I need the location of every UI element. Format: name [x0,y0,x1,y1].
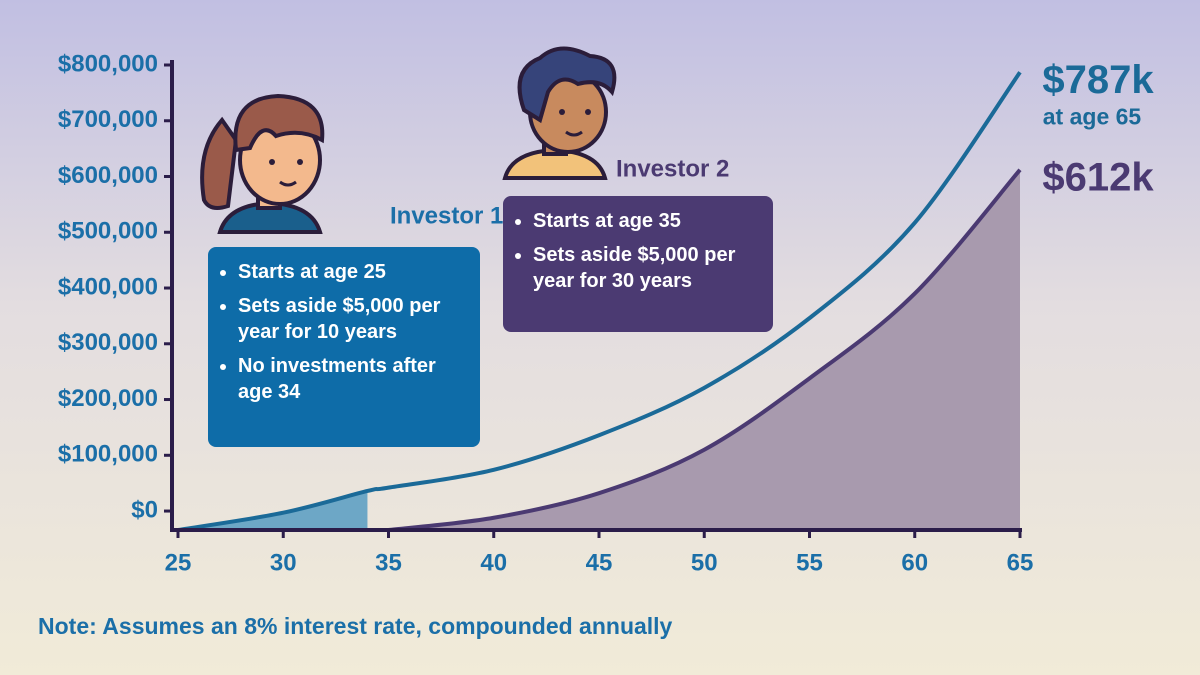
x-tick-label: 40 [480,549,507,576]
avatar-investor-2 [502,46,617,180]
end-note: at age 65 [1043,103,1142,129]
info-box: Starts at age 35 Sets aside $5,000 per ye… [503,196,773,332]
y-tick-label: $700,000 [58,106,158,133]
x-tick-label: 25 [165,549,192,576]
x-tick-label: 50 [691,549,718,576]
bullet: No investments after age 34 [238,353,466,405]
line [177,71,1022,532]
line [388,168,1022,532]
y-tick-label: $400,000 [58,273,158,300]
avatar-investor-1 [200,93,325,234]
y-tick-label: $600,000 [58,162,158,189]
bullet: Sets aside $5,000 per year for 30 years [533,242,759,294]
bullet-list: Starts at age 25 Sets aside $5,000 per ye… [222,259,466,405]
x-tick-label: 60 [901,549,928,576]
x-tick-label: 65 [1007,549,1034,576]
y-tick-label: $0 [131,496,158,523]
area [178,490,368,530]
value-label: $787k [1042,58,1154,102]
bullet: Sets aside $5,000 per year for 10 years [238,293,466,345]
y-tick-label: $200,000 [58,385,158,412]
series-name: Investor 1 [390,202,503,229]
x-tick-label: 55 [796,549,823,576]
y-tick-label: $300,000 [58,329,158,356]
y-tick-label: $800,000 [58,50,158,77]
bullet: Starts at age 35 [533,208,759,234]
note: Note: Assumes an 8% interest rate, compo… [38,613,673,639]
x-tick-label: 45 [586,549,613,576]
bullet: Starts at age 25 [238,259,466,285]
x-tick-label: 35 [375,549,402,576]
series-name: Investor 2 [616,155,729,182]
area [388,169,1020,531]
info-box: Starts at age 25 Sets aside $5,000 per ye… [208,247,480,447]
y-tick-label: $100,000 [58,441,158,468]
value-label: $612k [1042,155,1154,199]
bullet-list: Starts at age 35 Sets aside $5,000 per ye… [517,208,759,294]
x-tick-label: 30 [270,549,297,576]
y-tick-label: $500,000 [58,218,158,245]
